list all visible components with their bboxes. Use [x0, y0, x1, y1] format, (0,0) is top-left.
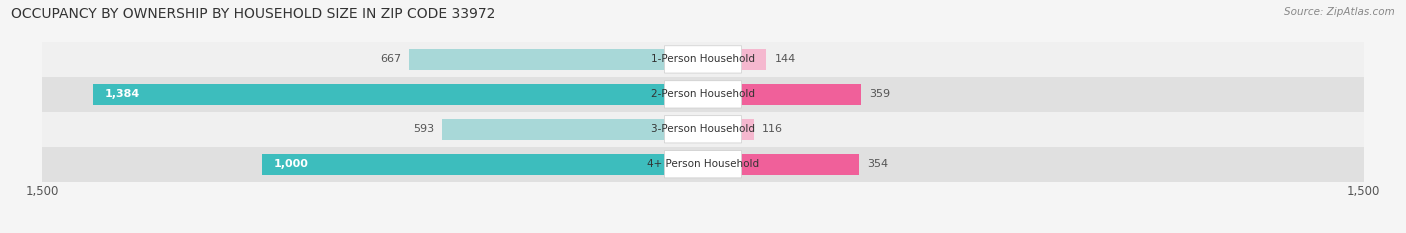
- Text: 1,000: 1,000: [273, 159, 308, 169]
- FancyBboxPatch shape: [665, 81, 741, 108]
- Bar: [703, 84, 860, 105]
- Bar: [93, 84, 703, 105]
- Text: 359: 359: [869, 89, 890, 99]
- Text: 2-Person Household: 2-Person Household: [651, 89, 755, 99]
- Bar: [263, 154, 703, 175]
- Bar: [42, 147, 1364, 182]
- Bar: [441, 119, 703, 140]
- Text: 116: 116: [762, 124, 783, 134]
- Text: 354: 354: [868, 159, 889, 169]
- Bar: [703, 154, 859, 175]
- Text: Source: ZipAtlas.com: Source: ZipAtlas.com: [1284, 7, 1395, 17]
- Text: 144: 144: [775, 55, 796, 64]
- Text: 1,384: 1,384: [104, 89, 139, 99]
- FancyBboxPatch shape: [665, 116, 741, 143]
- Text: 4+ Person Household: 4+ Person Household: [647, 159, 759, 169]
- Bar: [42, 42, 1364, 77]
- Text: OCCUPANCY BY OWNERSHIP BY HOUSEHOLD SIZE IN ZIP CODE 33972: OCCUPANCY BY OWNERSHIP BY HOUSEHOLD SIZE…: [11, 7, 496, 21]
- FancyBboxPatch shape: [665, 46, 741, 73]
- Text: 593: 593: [413, 124, 434, 134]
- Text: 1-Person Household: 1-Person Household: [651, 55, 755, 64]
- Text: 3-Person Household: 3-Person Household: [651, 124, 755, 134]
- Bar: [409, 49, 703, 70]
- Text: 667: 667: [380, 55, 401, 64]
- Bar: [703, 119, 754, 140]
- Bar: [42, 77, 1364, 112]
- Bar: [42, 112, 1364, 147]
- Bar: [703, 49, 766, 70]
- FancyBboxPatch shape: [665, 151, 741, 178]
